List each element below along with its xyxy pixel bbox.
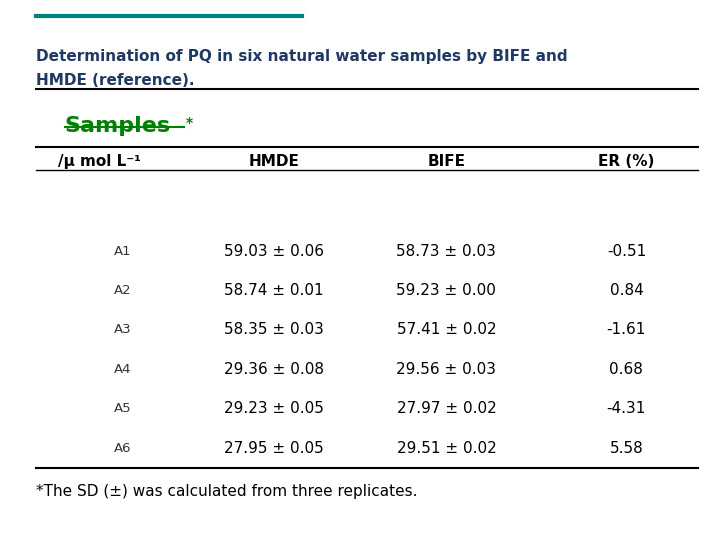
Text: 0.84: 0.84 — [610, 283, 643, 298]
Text: 58.73 ± 0.03: 58.73 ± 0.03 — [397, 244, 496, 259]
Text: 27.97 ± 0.02: 27.97 ± 0.02 — [397, 401, 496, 416]
Text: HMDE (reference).: HMDE (reference). — [36, 73, 194, 88]
Text: HMDE: HMDE — [248, 154, 299, 169]
Text: -4.31: -4.31 — [607, 401, 646, 416]
Text: 0.68: 0.68 — [609, 362, 644, 377]
Text: 58.35 ± 0.03: 58.35 ± 0.03 — [224, 322, 323, 338]
Text: 58.74 ± 0.01: 58.74 ± 0.01 — [224, 283, 323, 298]
Text: *: * — [186, 116, 193, 130]
Text: 27.95 ± 0.05: 27.95 ± 0.05 — [224, 441, 323, 456]
Text: 57.41 ± 0.02: 57.41 ± 0.02 — [397, 322, 496, 338]
Text: *The SD (±) was calculated from three replicates.: *The SD (±) was calculated from three re… — [36, 484, 418, 499]
Text: 29.23 ± 0.05: 29.23 ± 0.05 — [224, 401, 323, 416]
Text: A6: A6 — [114, 442, 131, 455]
Text: ER (%): ER (%) — [598, 154, 654, 169]
Text: A2: A2 — [114, 284, 131, 297]
Text: Samples: Samples — [65, 116, 171, 136]
Text: A3: A3 — [114, 323, 131, 336]
Text: 29.51 ± 0.02: 29.51 ± 0.02 — [397, 441, 496, 456]
Text: /μ mol L⁻¹: /μ mol L⁻¹ — [58, 154, 140, 169]
Text: 59.03 ± 0.06: 59.03 ± 0.06 — [224, 244, 323, 259]
Text: 29.56 ± 0.03: 29.56 ± 0.03 — [397, 362, 496, 377]
Text: Determination of PQ in six natural water samples by BIFE and: Determination of PQ in six natural water… — [36, 49, 567, 64]
Text: -1.61: -1.61 — [607, 322, 646, 338]
Text: 29.36 ± 0.08: 29.36 ± 0.08 — [224, 362, 323, 377]
Text: BIFE: BIFE — [428, 154, 465, 169]
Text: 59.23 ± 0.00: 59.23 ± 0.00 — [397, 283, 496, 298]
Text: A4: A4 — [114, 363, 131, 376]
Text: 5.58: 5.58 — [610, 441, 643, 456]
Text: A5: A5 — [114, 402, 131, 415]
Text: -0.51: -0.51 — [607, 244, 646, 259]
Text: A1: A1 — [114, 245, 131, 258]
